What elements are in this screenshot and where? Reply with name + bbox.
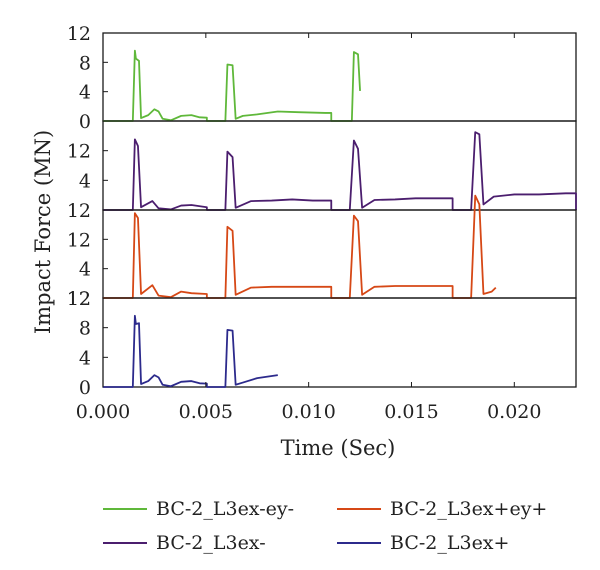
legend-label: BC-2_L3ex- (156, 532, 266, 554)
y-tick-label: 12 (67, 288, 91, 310)
legend-item: BC-2_L3ex+ey+ (337, 498, 547, 520)
legend-item: BC-2_L3ex+ (337, 532, 509, 554)
x-tick-label: 0.015 (384, 401, 438, 423)
series-line-4 (103, 314, 278, 388)
panel-frame (102, 120, 577, 211)
y-tick-label: 12 (67, 23, 91, 45)
legend-label: BC-2_L3ex-ey- (156, 498, 294, 520)
y-tick-label: 4 (79, 347, 91, 369)
legend-item: BC-2_L3ex-ey- (103, 498, 294, 520)
y-tick-label: 12 (67, 200, 91, 222)
y-tick-label: 12 (67, 229, 91, 251)
y-axis-label: Impact Force (MN) (31, 130, 55, 334)
y-tick-label: 8 (79, 52, 91, 74)
x-tick-label: 0.000 (76, 401, 130, 423)
x-axis-ticks: 0.000 0.005 0.010 0.015 0.020 (76, 33, 542, 423)
panel-frame (102, 32, 577, 122)
series-line-1 (103, 49, 361, 122)
panel-frame (102, 209, 577, 299)
legend: BC-2_L3ex-ey- BC-2_L3ex+ey+ BC-2_L3ex- BC-2… (103, 498, 547, 554)
y-tick-label: 4 (79, 82, 91, 104)
panel-4: 0 4 8 12 (67, 288, 577, 399)
y-tick-label: 8 (79, 318, 91, 340)
y-tick-label: 0 (79, 111, 91, 133)
panel-1: 0 4 8 12 (67, 23, 577, 133)
x-tick-label: 0.010 (281, 401, 335, 423)
series-line-3 (103, 194, 497, 299)
legend-label: BC-2_L3ex+ (390, 532, 509, 554)
y-tick-label: 12 (67, 288, 91, 310)
y-tick-label: 4 (79, 259, 91, 281)
y-tick-label: 12 (67, 141, 91, 163)
panel-frame (102, 297, 577, 388)
x-axis-label: Time (Sec) (281, 436, 396, 460)
legend-item: BC-2_L3ex- (103, 532, 266, 554)
panel-2: 12 4 12 (67, 120, 577, 222)
series-line-2 (103, 131, 577, 211)
y-tick-label: 0 (79, 377, 91, 399)
panel-3: 12 4 12 (67, 194, 577, 310)
legend-label: BC-2_L3ex+ey+ (390, 498, 547, 520)
y-tick-label: 4 (79, 170, 91, 192)
x-tick-label: 0.020 (487, 401, 541, 423)
x-tick-label: 0.005 (179, 401, 233, 423)
